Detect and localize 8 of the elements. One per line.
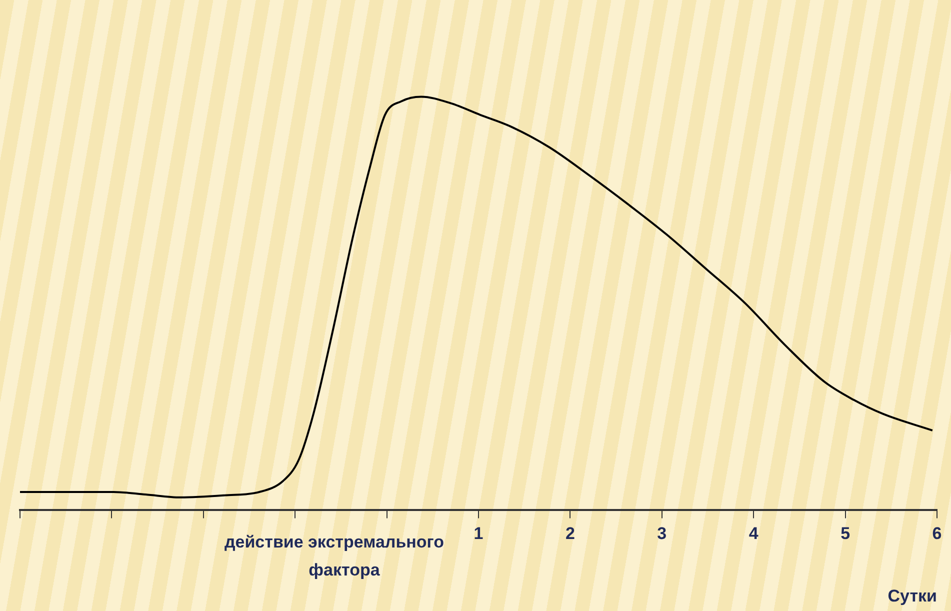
x-tick-label: 3 bbox=[657, 524, 667, 544]
x-axis-title: Сутки bbox=[888, 586, 937, 606]
x-tick-label: 2 bbox=[565, 524, 575, 544]
x-tick-label: 4 bbox=[748, 524, 759, 544]
x-tick-label: 6 bbox=[932, 524, 942, 544]
x-tick-label: 1 bbox=[474, 524, 484, 544]
x-tick-label: 5 bbox=[840, 524, 850, 544]
text: действие экстремального фактора bbox=[224, 532, 444, 580]
